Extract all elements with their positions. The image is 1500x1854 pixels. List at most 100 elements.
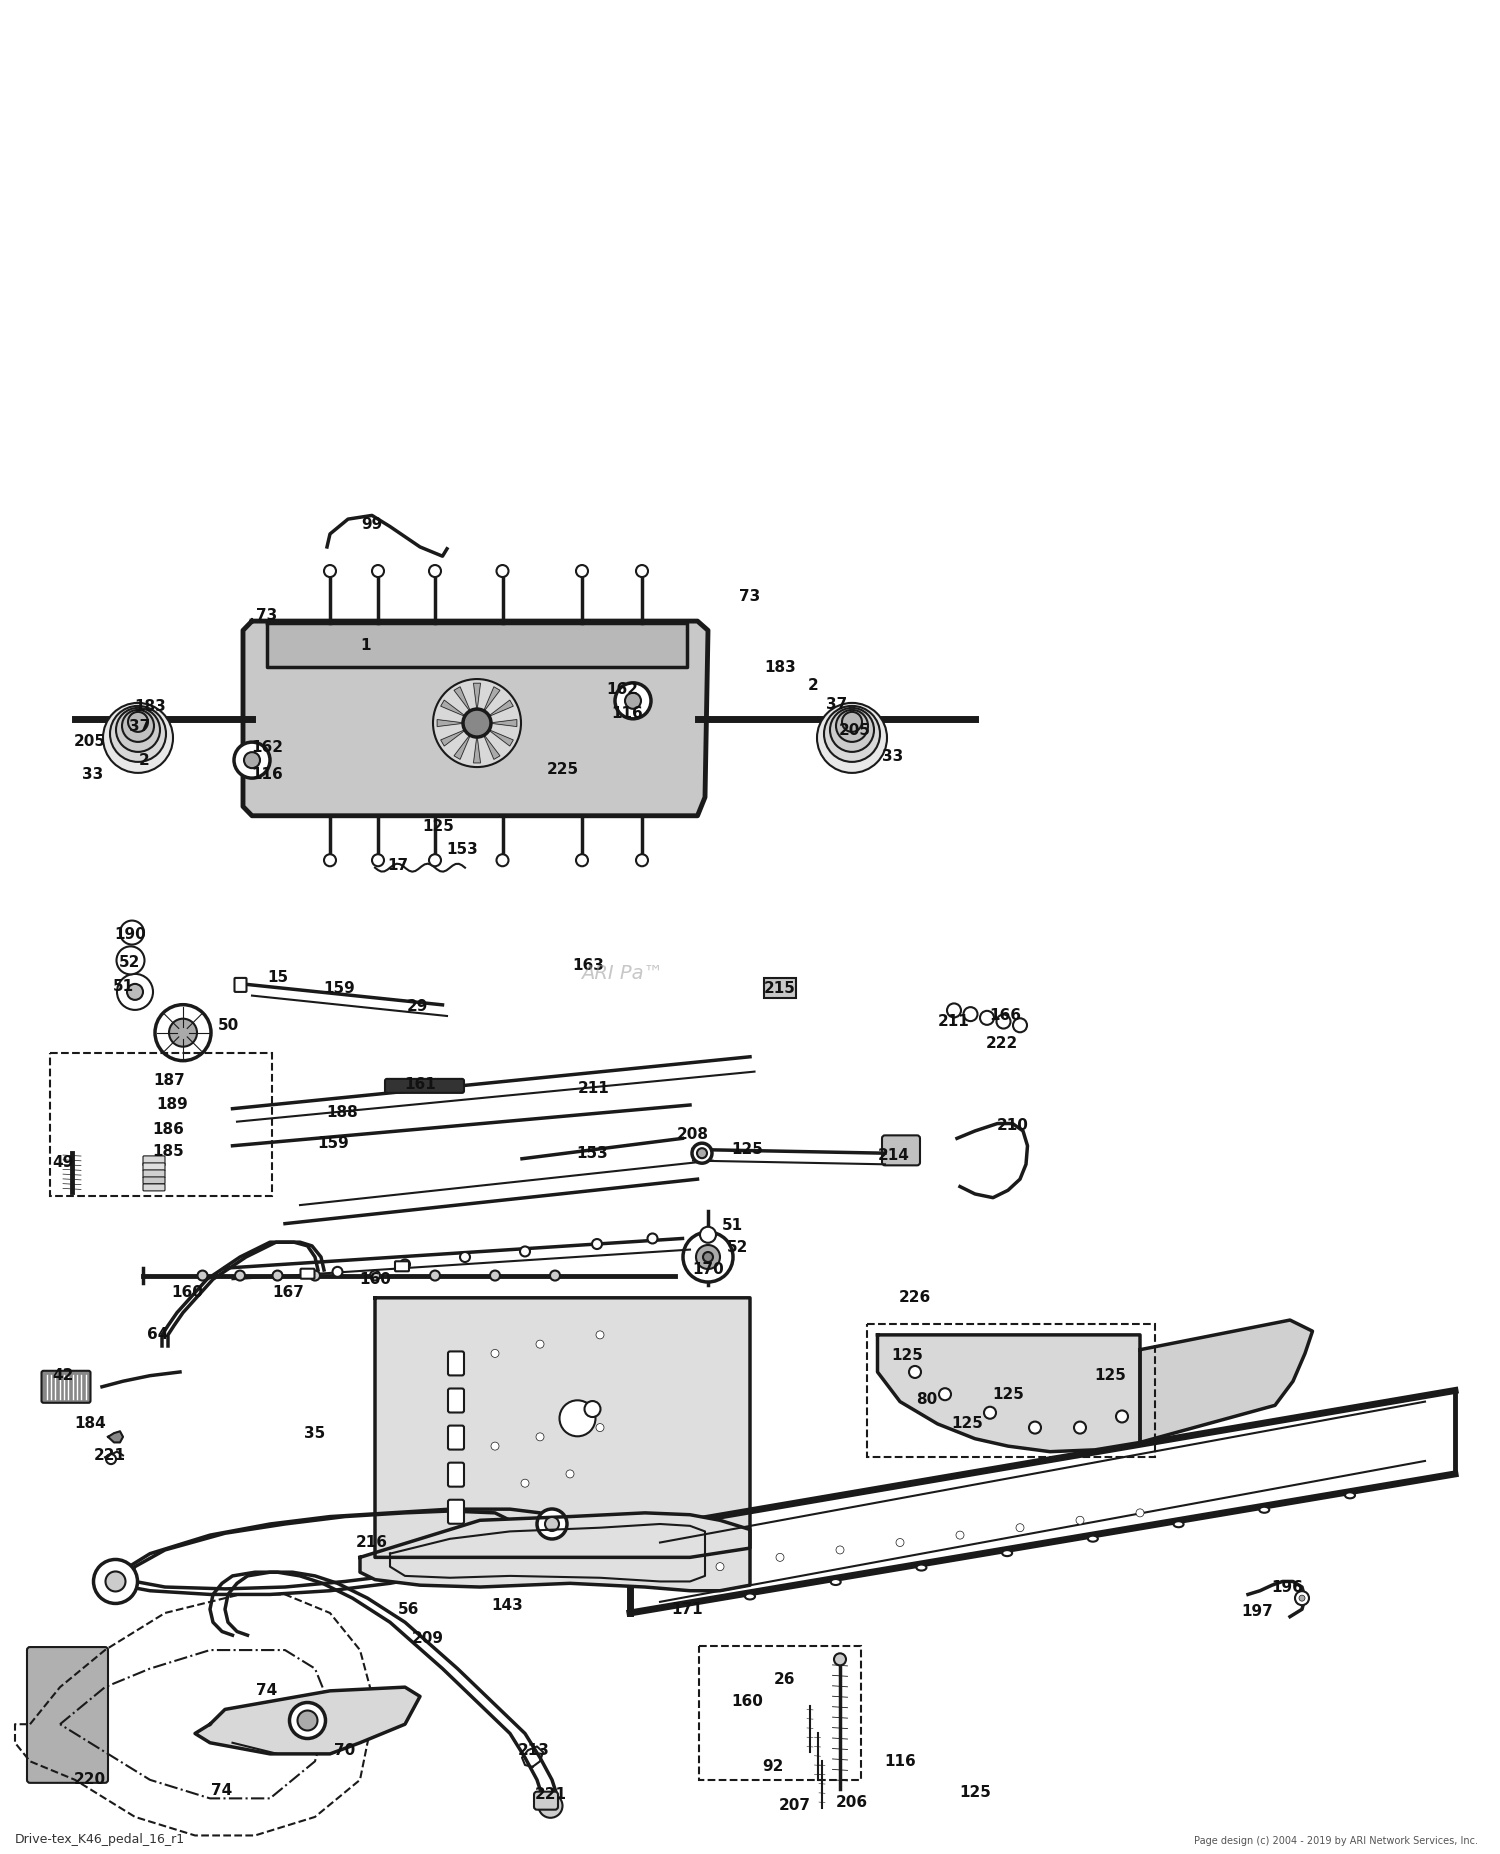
- Circle shape: [490, 1350, 500, 1357]
- Text: 222: 222: [986, 1036, 1018, 1051]
- Text: 160: 160: [358, 1272, 392, 1287]
- Polygon shape: [1140, 1320, 1312, 1442]
- Text: 187: 187: [153, 1073, 186, 1088]
- Circle shape: [429, 565, 441, 577]
- Circle shape: [297, 1711, 318, 1730]
- FancyBboxPatch shape: [142, 1155, 165, 1166]
- Text: 189: 189: [156, 1098, 189, 1112]
- Circle shape: [490, 1270, 500, 1281]
- Text: 2: 2: [807, 679, 819, 693]
- Ellipse shape: [1346, 1492, 1354, 1498]
- Text: 33: 33: [82, 768, 104, 782]
- Polygon shape: [243, 621, 708, 816]
- Text: 29: 29: [406, 999, 427, 1014]
- Text: 162: 162: [606, 682, 639, 697]
- Circle shape: [1029, 1422, 1041, 1433]
- Circle shape: [836, 710, 868, 742]
- Circle shape: [106, 1454, 116, 1465]
- Circle shape: [333, 1266, 342, 1277]
- Text: 226: 226: [898, 1290, 932, 1305]
- Polygon shape: [108, 1431, 123, 1442]
- Circle shape: [956, 1531, 964, 1539]
- Circle shape: [1136, 1509, 1144, 1517]
- Circle shape: [1299, 1594, 1305, 1602]
- Text: 205: 205: [839, 723, 872, 738]
- Text: 221: 221: [534, 1787, 567, 1802]
- Text: 50: 50: [217, 1018, 238, 1033]
- Circle shape: [310, 1270, 320, 1281]
- Polygon shape: [488, 729, 513, 745]
- FancyBboxPatch shape: [534, 1791, 558, 1810]
- Text: 26: 26: [774, 1672, 795, 1687]
- Text: 17: 17: [387, 858, 408, 873]
- Ellipse shape: [746, 1593, 754, 1600]
- Text: 184: 184: [74, 1416, 106, 1431]
- Circle shape: [433, 679, 520, 768]
- Circle shape: [626, 693, 640, 708]
- FancyBboxPatch shape: [448, 1500, 464, 1524]
- Circle shape: [93, 1559, 138, 1604]
- Circle shape: [1076, 1517, 1084, 1524]
- FancyBboxPatch shape: [764, 977, 796, 997]
- Text: 153: 153: [576, 1146, 609, 1161]
- Text: 153: 153: [446, 842, 478, 857]
- Text: 125: 125: [1094, 1368, 1126, 1383]
- Text: 167: 167: [272, 1285, 304, 1300]
- Text: 209: 209: [411, 1632, 444, 1646]
- Text: Page design (c) 2004 - 2019 by ARI Network Services, Inc.: Page design (c) 2004 - 2019 by ARI Netwo…: [1194, 1835, 1478, 1847]
- Text: 160: 160: [730, 1695, 764, 1709]
- Text: 170: 170: [692, 1263, 724, 1277]
- Text: 33: 33: [882, 749, 903, 764]
- Text: 56: 56: [398, 1602, 418, 1617]
- Text: 49: 49: [53, 1155, 74, 1170]
- Text: 1: 1: [360, 638, 372, 653]
- FancyBboxPatch shape: [234, 977, 246, 992]
- Text: 42: 42: [53, 1368, 74, 1383]
- Text: 70: 70: [334, 1743, 356, 1758]
- Circle shape: [170, 1018, 196, 1048]
- Circle shape: [429, 855, 441, 866]
- Circle shape: [615, 682, 651, 719]
- Text: 52: 52: [728, 1240, 748, 1255]
- Polygon shape: [267, 623, 687, 667]
- Text: 210: 210: [996, 1118, 1029, 1133]
- Text: 51: 51: [722, 1218, 742, 1233]
- Circle shape: [538, 1795, 562, 1817]
- Circle shape: [576, 855, 588, 866]
- Text: 116: 116: [884, 1754, 916, 1769]
- Circle shape: [370, 1270, 380, 1281]
- FancyBboxPatch shape: [27, 1646, 108, 1784]
- Circle shape: [372, 565, 384, 577]
- Text: 125: 125: [958, 1785, 992, 1800]
- Polygon shape: [483, 734, 500, 760]
- Ellipse shape: [1260, 1507, 1269, 1513]
- FancyBboxPatch shape: [448, 1352, 464, 1376]
- Circle shape: [290, 1702, 326, 1739]
- Polygon shape: [489, 719, 518, 727]
- Circle shape: [244, 753, 260, 768]
- Circle shape: [818, 703, 886, 773]
- Text: 116: 116: [610, 706, 644, 721]
- Ellipse shape: [831, 1580, 840, 1585]
- Text: 196: 196: [1270, 1580, 1304, 1594]
- Circle shape: [544, 1517, 560, 1531]
- Circle shape: [704, 1251, 712, 1263]
- Text: 162: 162: [251, 740, 284, 755]
- Text: 51: 51: [112, 979, 134, 994]
- Polygon shape: [483, 686, 500, 712]
- Circle shape: [1116, 1411, 1128, 1422]
- Circle shape: [566, 1470, 574, 1478]
- Text: 185: 185: [152, 1144, 184, 1159]
- Circle shape: [896, 1539, 904, 1546]
- Circle shape: [1016, 1524, 1025, 1531]
- Text: Drive-tex_K46_pedal_16_r1: Drive-tex_K46_pedal_16_r1: [15, 1832, 184, 1847]
- Circle shape: [430, 1270, 439, 1281]
- Polygon shape: [474, 684, 480, 712]
- Circle shape: [154, 1005, 212, 1060]
- FancyBboxPatch shape: [142, 1170, 165, 1177]
- Text: 125: 125: [422, 819, 454, 834]
- Circle shape: [116, 708, 160, 753]
- Circle shape: [105, 1572, 126, 1591]
- Ellipse shape: [1173, 1522, 1184, 1528]
- Circle shape: [537, 1509, 567, 1539]
